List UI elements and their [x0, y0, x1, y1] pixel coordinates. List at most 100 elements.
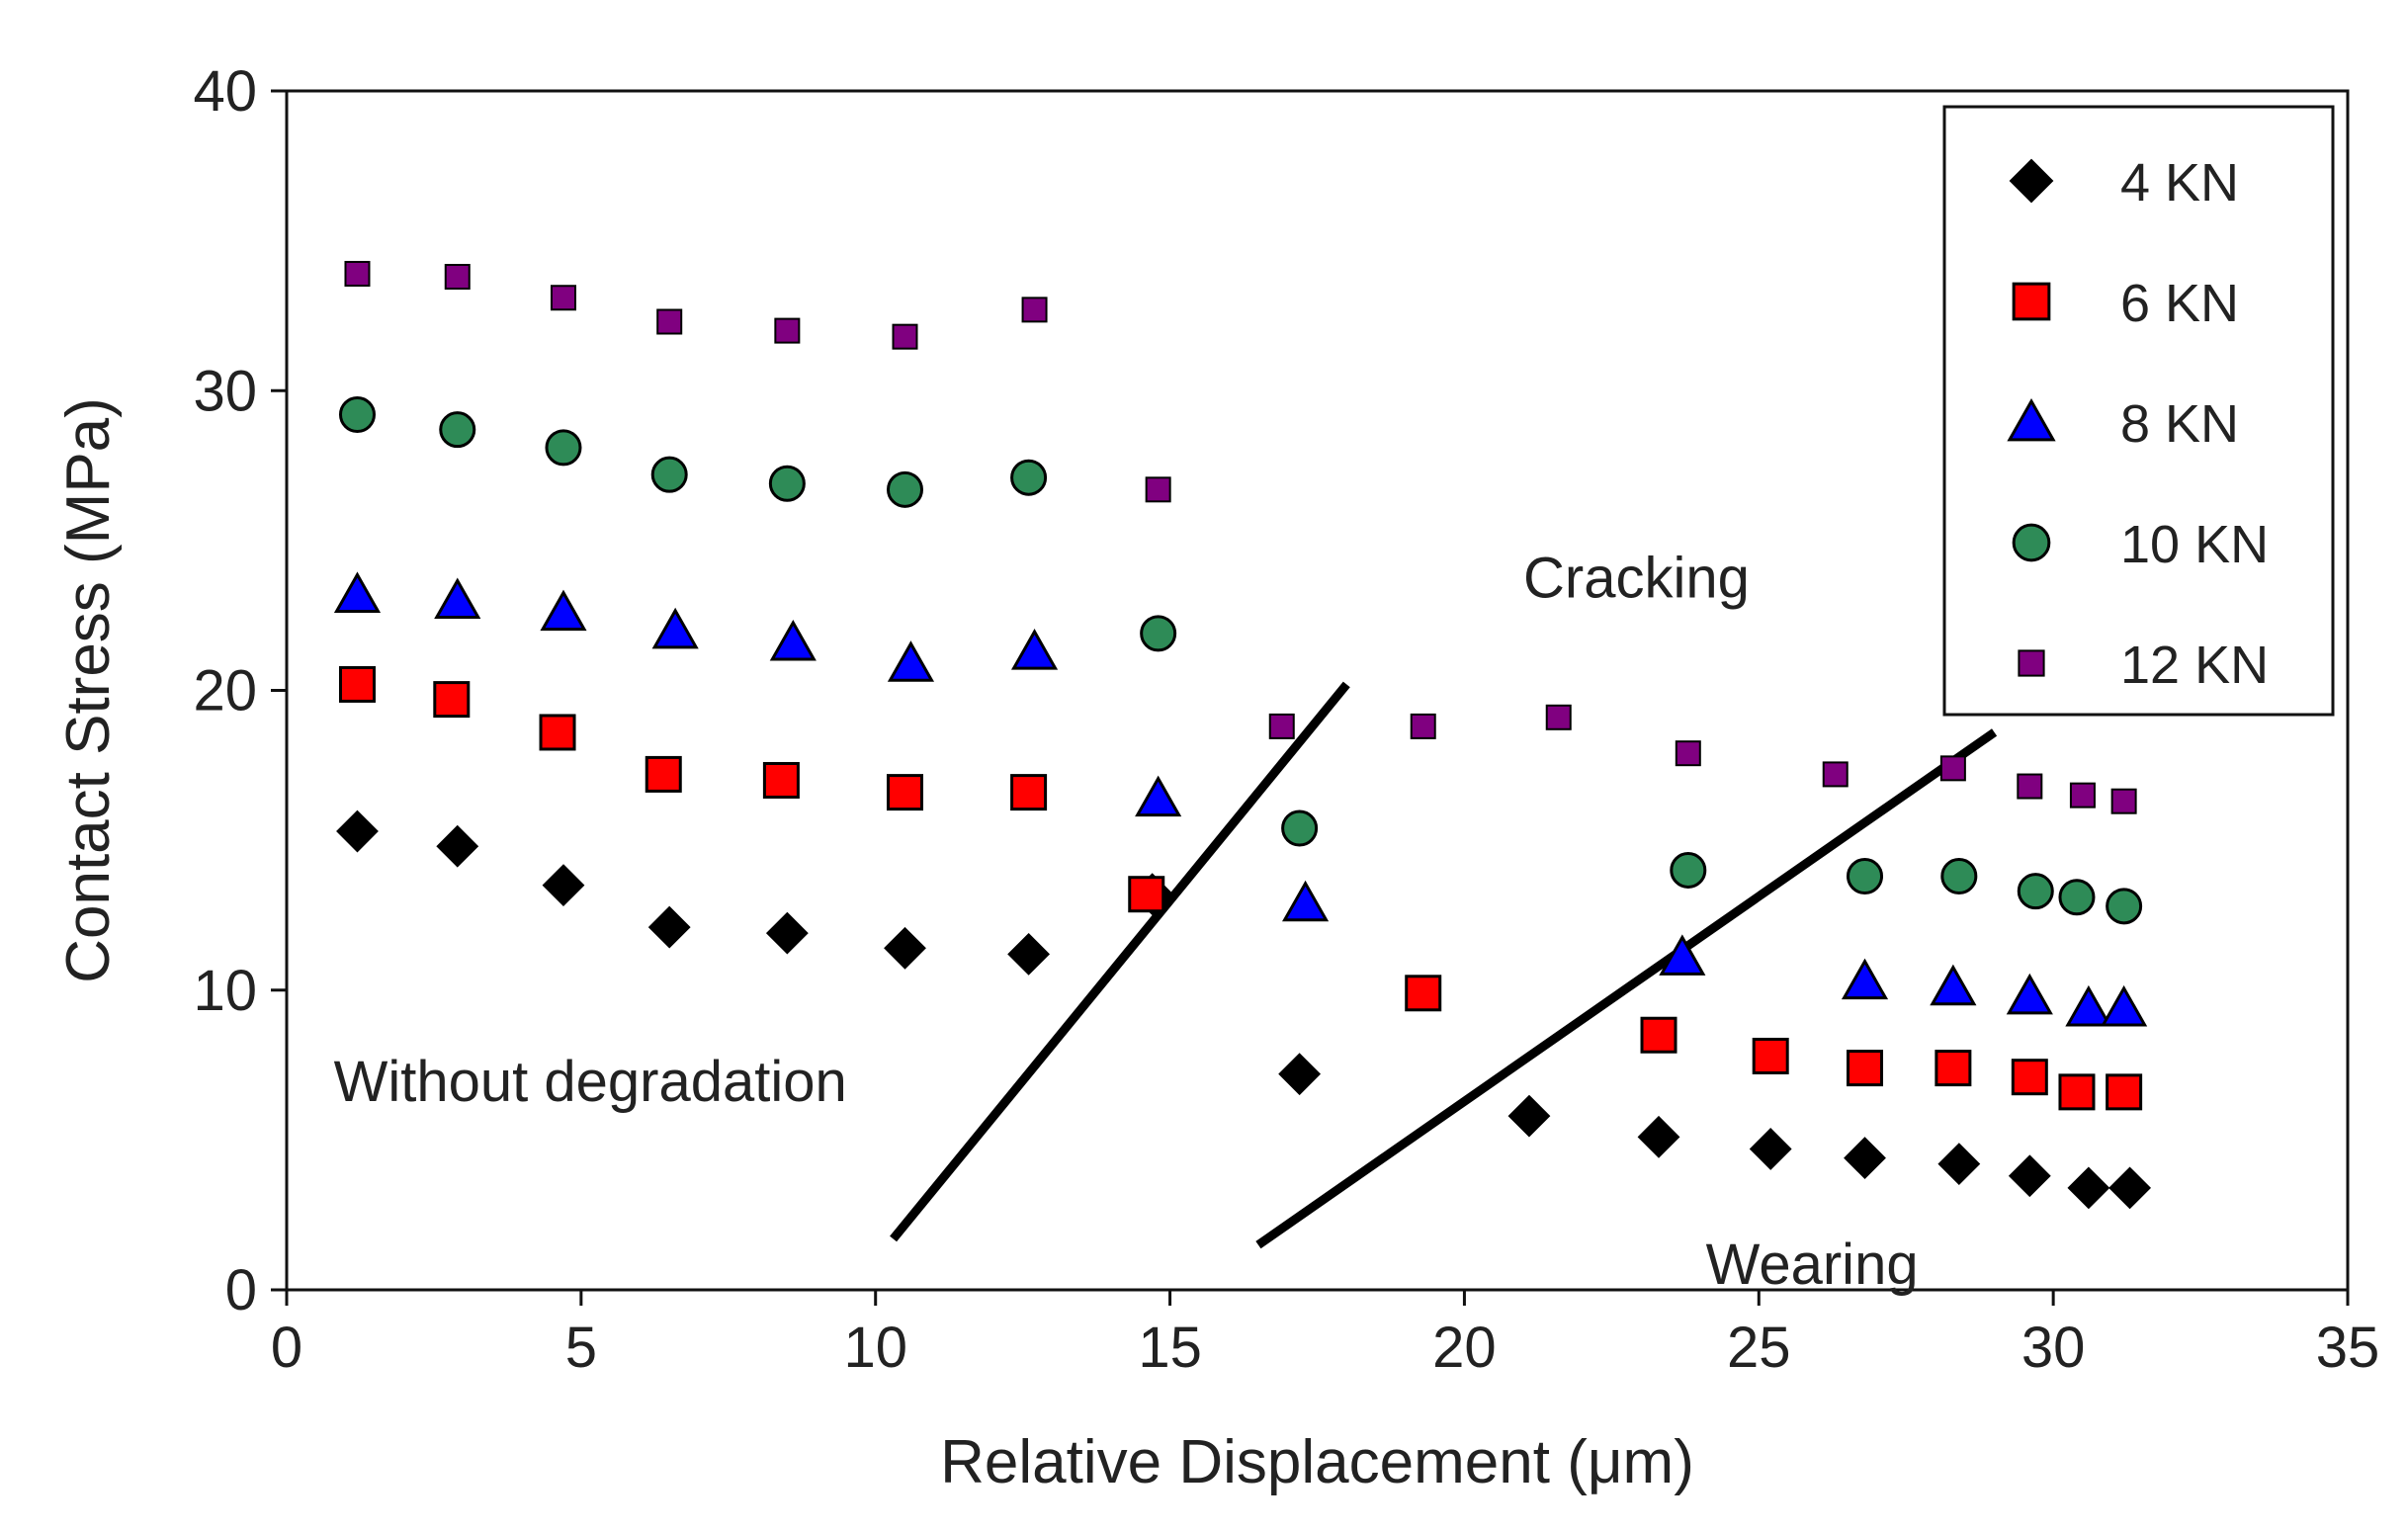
point-10kn-6	[887, 470, 923, 508]
point-6kn-1	[338, 665, 376, 703]
point-6kn-2	[433, 681, 471, 719]
point-4kn-4	[647, 905, 691, 949]
point-10kn-12	[1940, 858, 1978, 895]
point-8kn-14	[2065, 984, 2112, 1027]
point-8kn-11	[1841, 958, 1889, 1000]
point-4kn-17	[2108, 1166, 2151, 1210]
point-8kn-15	[2101, 984, 2148, 1027]
point-8kn-7	[1010, 629, 1059, 670]
point-8kn-10	[1659, 934, 1706, 976]
point-10kn-13	[2017, 873, 2054, 910]
y-tick-label: 0	[225, 1258, 257, 1322]
point-8kn-13	[2006, 973, 2053, 1015]
point-12kn-6	[892, 323, 918, 350]
x-tick-label: 5	[565, 1316, 597, 1380]
x-tick-label: 35	[2316, 1316, 2380, 1380]
point-12kn-11	[1545, 704, 1572, 730]
x-tick-label: 30	[2021, 1316, 2086, 1380]
point-10kn-1	[338, 396, 376, 434]
point-6kn-15	[2058, 1073, 2096, 1111]
point-10kn-4	[650, 456, 688, 493]
legend-box	[1942, 105, 2335, 717]
x-tick-label: 25	[1727, 1316, 1791, 1380]
point-10kn-7	[1010, 459, 1048, 496]
point-8kn-4	[651, 607, 699, 649]
point-10kn-15	[2106, 888, 2143, 925]
point-8kn-6	[887, 640, 935, 682]
legend-label-4kn: 4 KN	[2120, 153, 2239, 213]
point-10kn-11	[1847, 858, 1884, 895]
point-8kn-9	[1282, 880, 1330, 922]
point-10kn-8	[1140, 615, 1177, 652]
point-12kn-16	[2069, 782, 2096, 809]
point-10kn-14	[2058, 879, 2096, 916]
x-tick-label: 20	[1432, 1316, 1497, 1380]
point-6kn-5	[762, 761, 800, 799]
point-4kn-13	[1844, 1137, 1886, 1179]
point-6kn-6	[887, 774, 923, 811]
point-4kn-6	[884, 926, 926, 970]
point-4kn-9	[1278, 1053, 1322, 1096]
point-8kn-12	[1930, 964, 1977, 1006]
point-4kn-5	[765, 911, 809, 955]
boundary-line-2	[1255, 728, 1998, 1249]
point-12kn-4	[656, 308, 683, 335]
point-4kn-2	[436, 824, 479, 868]
y-tick-label: 40	[193, 59, 257, 124]
point-4kn-12	[1749, 1128, 1792, 1170]
point-12kn-8	[1145, 476, 1171, 503]
point-8kn-5	[769, 619, 817, 661]
point-6kn-14	[2011, 1059, 2048, 1096]
point-6kn-3	[539, 714, 576, 751]
x-axis-title: Relative Displacement (μm)	[940, 1428, 1694, 1496]
point-8kn-2	[434, 577, 481, 620]
point-8kn-3	[540, 589, 587, 632]
point-6kn-11	[1752, 1037, 1789, 1074]
point-12kn-1	[344, 260, 371, 287]
point-4kn-10	[1507, 1094, 1551, 1138]
legend-label-6kn: 6 KN	[2120, 274, 2239, 333]
point-6kn-16	[2106, 1073, 2143, 1111]
point-4kn-15	[2008, 1154, 2051, 1198]
point-6kn-12	[1847, 1050, 1884, 1087]
point-4kn-7	[1007, 932, 1051, 976]
point-4kn-14	[1937, 1143, 1981, 1186]
point-12kn-14	[1939, 755, 1966, 782]
annotation-wearing: Wearing	[1706, 1233, 1919, 1297]
point-12kn-5	[774, 317, 801, 344]
point-10kn-10	[1670, 851, 1707, 889]
point-12kn-13	[1822, 761, 1849, 788]
point-12kn-17	[2110, 788, 2137, 814]
boundary-line-1	[890, 681, 1350, 1242]
point-12kn-10	[1410, 713, 1436, 739]
point-12kn-3	[550, 285, 576, 311]
x-tick-label: 0	[271, 1316, 302, 1380]
point-10kn-3	[545, 429, 582, 467]
legend-label-12kn: 12 KN	[2120, 636, 2269, 695]
point-10kn-2	[439, 411, 476, 449]
point-4kn-11	[1637, 1115, 1680, 1158]
legend-marker-12kn	[2018, 649, 2045, 677]
point-12kn-9	[1268, 713, 1295, 739]
legend-marker-8kn	[2007, 397, 2056, 442]
x-tick-label: 10	[843, 1316, 907, 1380]
point-12kn-15	[2017, 773, 2043, 800]
legend: 4 KN 6 KN 8 KN 10 KN 12 KN	[1942, 105, 2335, 717]
point-8kn-1	[333, 571, 382, 613]
legend-marker-6kn	[2012, 282, 2051, 321]
point-12kn-7	[1021, 297, 1048, 323]
point-6kn-9	[1405, 975, 1442, 1012]
point-6kn-8	[1128, 876, 1165, 913]
legend-label-10kn: 10 KN	[2120, 515, 2269, 574]
point-8kn-8	[1135, 775, 1182, 817]
legend-marker-4kn	[2009, 158, 2054, 204]
annotation-cracking: Cracking	[1523, 546, 1750, 610]
point-10kn-9	[1281, 809, 1319, 847]
point-4kn-1	[336, 809, 379, 853]
point-6kn-10	[1640, 1016, 1677, 1054]
point-10kn-5	[768, 465, 806, 502]
y-axis-title: Contact Stress (MPa)	[54, 397, 123, 983]
annotation-without-degradation: Without degradation	[334, 1050, 847, 1114]
point-6kn-4	[645, 755, 682, 793]
